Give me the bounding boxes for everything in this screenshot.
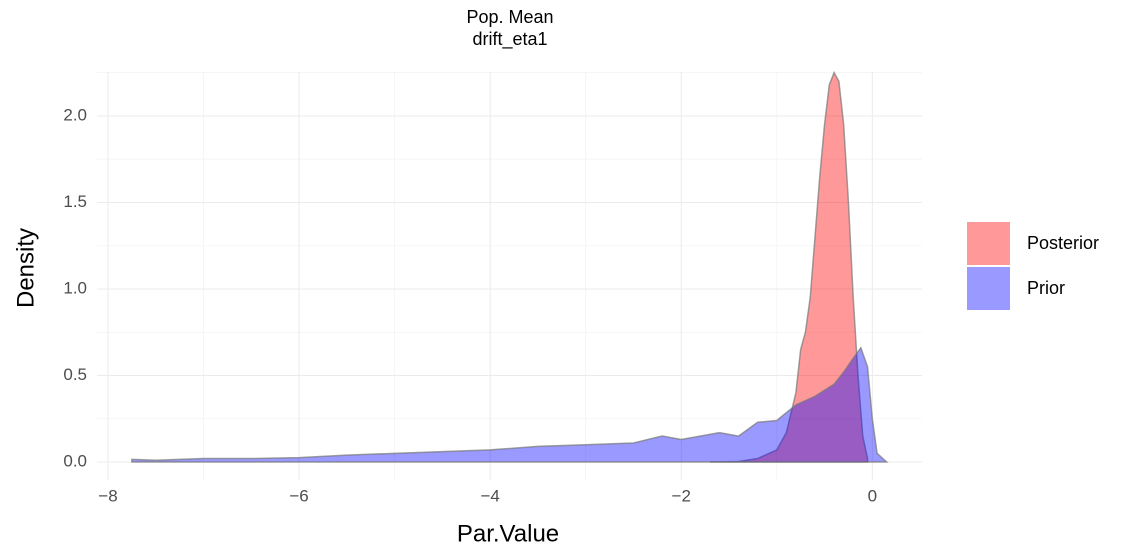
legend-label: Prior: [1027, 278, 1065, 298]
y-axis-label: Density: [12, 228, 39, 308]
legend-key: [967, 222, 1010, 265]
density-area: [131, 346, 889, 463]
density-area: [709, 70, 869, 463]
chart-title: Pop. Mean: [466, 7, 553, 27]
x-tick-label: 0: [868, 486, 877, 505]
x-axis-label: Par.Value: [457, 520, 559, 547]
y-tick-label: 1.5: [63, 192, 87, 211]
x-tick-label: −4: [480, 486, 499, 505]
chart-subtitle: drift_eta1: [472, 29, 547, 50]
y-tick-label: 1.0: [63, 278, 87, 297]
x-tick-label: −2: [672, 486, 691, 505]
legend-label: Posterior: [1027, 233, 1099, 253]
x-tick-label: −8: [98, 486, 117, 505]
legend-key: [967, 267, 1010, 310]
x-tick-label: −6: [289, 486, 308, 505]
y-tick-label: 2.0: [63, 105, 87, 124]
y-tick-label: 0.0: [63, 451, 87, 470]
y-tick-label: 0.5: [63, 365, 87, 384]
